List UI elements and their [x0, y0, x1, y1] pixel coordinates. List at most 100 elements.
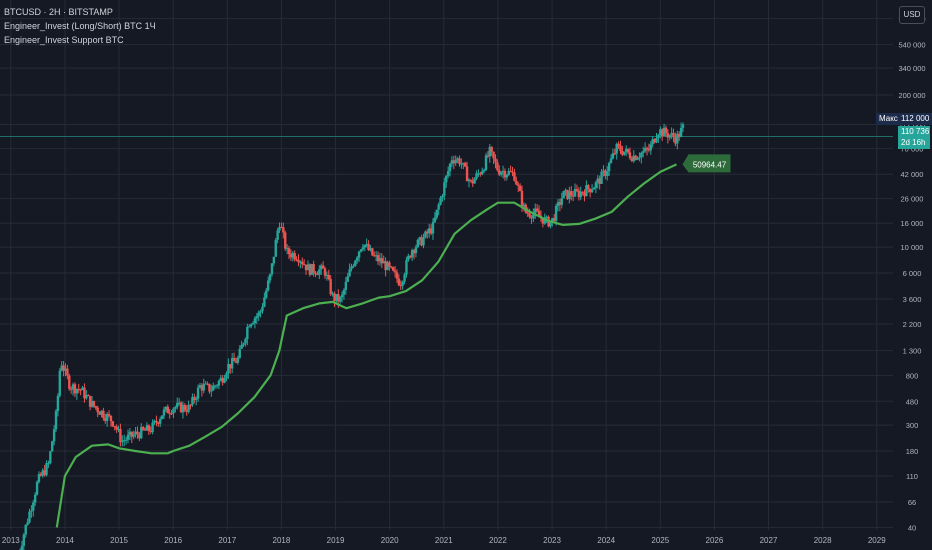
candle-body	[662, 127, 666, 136]
candle-body	[412, 250, 416, 254]
candle-body	[189, 404, 192, 406]
support-tag-label: 50964.47	[693, 160, 727, 169]
candle-body	[482, 169, 486, 172]
candle-body	[181, 405, 185, 413]
candle-body	[168, 413, 171, 415]
candle-body	[327, 274, 330, 280]
candle-body	[251, 323, 255, 325]
candle-body	[517, 184, 520, 186]
candle-body	[378, 258, 382, 262]
y-tick-label: 110	[906, 472, 918, 481]
y-tick-label: 300	[906, 421, 919, 430]
candle-body	[623, 151, 626, 155]
indicator-support-title[interactable]: Engineer_Invest Support BTC	[4, 35, 124, 45]
candle-body	[676, 133, 679, 144]
candle-body	[244, 339, 247, 344]
candle-body	[51, 441, 54, 452]
candle-body	[213, 385, 217, 387]
candle-body	[624, 148, 628, 152]
candle-body	[219, 377, 223, 381]
candle-body	[39, 474, 43, 476]
candle-body	[278, 227, 281, 231]
candle-body	[325, 274, 329, 276]
candle-body	[229, 363, 232, 369]
candle-body	[58, 370, 62, 396]
candle-body	[575, 189, 579, 191]
grid	[0, 0, 893, 530]
candle-body	[302, 264, 306, 266]
candle-body	[130, 431, 133, 437]
candle-body	[626, 148, 630, 153]
x-tick-label: 2016	[164, 536, 182, 545]
y-tick-label: 26 000	[901, 195, 924, 204]
candle-body	[659, 129, 662, 136]
candle-body	[191, 397, 194, 405]
candle-body	[670, 132, 673, 136]
candle-body	[227, 363, 230, 374]
x-tick-label: 2015	[110, 536, 128, 545]
currency-button[interactable]: USD	[899, 6, 925, 24]
candle-body	[649, 144, 653, 151]
candle-body	[435, 209, 438, 218]
candle-body	[498, 170, 501, 175]
symbol-title[interactable]: BTCUSD · 2H · BITSTAMP	[4, 7, 113, 17]
candle-body	[265, 290, 268, 298]
candle-body	[232, 357, 236, 362]
candle-body	[488, 146, 491, 157]
candle-body	[293, 253, 296, 260]
candle-body	[338, 297, 342, 302]
candle-body	[515, 180, 518, 185]
candle-body	[73, 384, 77, 394]
candle-body	[287, 248, 291, 254]
x-tick-label: 2013	[2, 536, 20, 545]
candle-body	[655, 138, 658, 143]
candle-body	[469, 179, 473, 181]
candle-body	[208, 383, 211, 392]
candle-body	[568, 191, 571, 199]
candle-body	[223, 378, 226, 383]
candle-body	[645, 147, 649, 150]
candle-body	[136, 431, 139, 435]
candle-body	[249, 324, 253, 327]
indicator-long-short-title[interactable]: Engineer_Invest (Long/Short) BTC 1Ч	[4, 21, 156, 31]
candle-body	[143, 429, 147, 431]
candle-body	[179, 402, 183, 413]
candle-body	[617, 143, 620, 146]
candle-body	[49, 451, 52, 464]
candle-body	[147, 425, 151, 431]
candle-body	[312, 264, 315, 273]
x-tick-label: 2017	[218, 536, 236, 545]
candle-body	[64, 368, 67, 371]
candle-body	[577, 190, 581, 198]
candle-body	[581, 191, 584, 193]
candle-body	[35, 482, 39, 495]
candle-body	[276, 230, 279, 240]
candle-body	[551, 217, 554, 221]
candle-body	[346, 276, 349, 282]
candle-body	[299, 261, 302, 263]
candle-body	[54, 410, 58, 430]
candle-body	[611, 153, 615, 159]
candle-body	[60, 365, 63, 371]
candle-body	[246, 326, 249, 340]
y-tick-label: 2 200	[903, 320, 922, 329]
candle-body	[666, 133, 670, 138]
candle-body	[541, 217, 545, 224]
candle-body	[674, 137, 677, 144]
candle-body	[111, 421, 115, 427]
candle-body	[109, 415, 113, 422]
candle-body	[418, 237, 421, 240]
candle-body	[388, 262, 391, 267]
candle-body	[337, 294, 340, 302]
candle-body	[157, 422, 160, 424]
y-tick-label: 200 000	[898, 91, 925, 100]
candle-body	[331, 293, 334, 295]
support-line-layer	[55, 163, 677, 528]
candle-body	[333, 293, 336, 302]
candle-body	[397, 278, 401, 286]
candle-body	[198, 385, 202, 388]
support-tag-shape	[682, 154, 731, 173]
candle-body	[503, 170, 507, 178]
